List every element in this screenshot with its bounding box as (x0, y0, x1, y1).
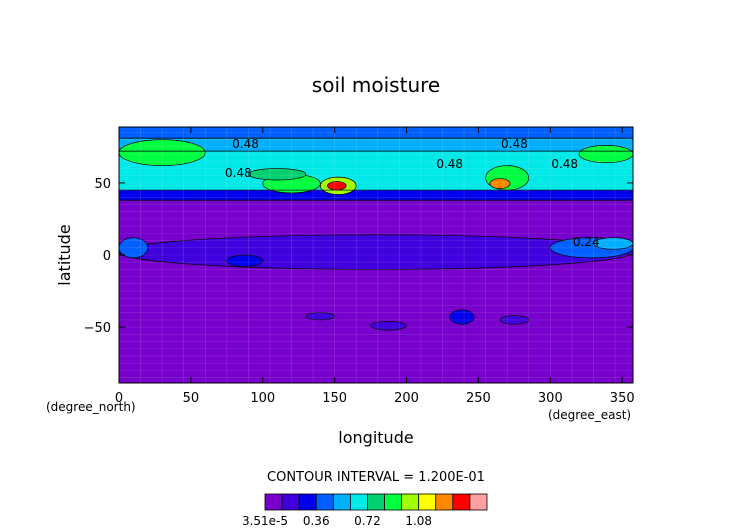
y-tick-label: 0 (103, 249, 111, 264)
colorbar-tick-label: 0.72 (354, 514, 381, 528)
x-axis-label: longitude (338, 428, 413, 447)
x-tick-label: 100 (250, 391, 275, 406)
patch-15 (370, 320, 407, 331)
patch-14 (305, 312, 336, 321)
colorbar-swatch-0 (264, 493, 283, 511)
plot-area (118, 127, 634, 383)
x-tick-label: 50 (183, 391, 200, 406)
x-tick-label: 250 (466, 391, 491, 406)
patch-16 (499, 315, 530, 325)
y-axis-label: latitude (55, 224, 74, 285)
patch-4 (226, 254, 264, 267)
x-tick-label: 300 (538, 391, 563, 406)
colorbar-swatch-7 (384, 493, 403, 511)
x-tick-label: 350 (610, 391, 635, 406)
x-tick-label: 200 (394, 391, 419, 406)
band-3 (119, 138, 633, 152)
contour-interval: CONTOUR INTERVAL = 1.200E-01 (267, 470, 485, 485)
colorbar-ticks: 3.51e-5 0.36 0.72 1.08 (242, 514, 432, 528)
colorbar (264, 493, 488, 511)
colorbar-swatch-9 (418, 493, 437, 511)
colorbar-tick-label: 0.36 (303, 514, 330, 528)
contour-label-4: 0.48 (551, 157, 578, 171)
colorbar-swatch-11 (452, 493, 471, 511)
contour-label-5: 0.24 (573, 235, 600, 249)
x-axis: 0 50 100 150 200 250 300 350 (115, 127, 635, 406)
y-units-label: (degree_north) (46, 400, 136, 414)
colorbar-swatch-5 (349, 493, 368, 511)
colorbar-swatch-8 (401, 493, 420, 511)
band-0 (119, 200, 633, 383)
colorbar-swatch-12 (469, 493, 488, 511)
y-axis: −50 0 50 (84, 177, 633, 336)
patch-13 (449, 309, 475, 325)
band-2 (119, 151, 633, 191)
chart-title: soil moisture (312, 73, 440, 97)
colorbar-swatch-1 (281, 493, 300, 511)
contour-label-1: 0.48 (225, 166, 252, 180)
colorbar-swatch-6 (367, 493, 385, 511)
colorbar-tick-label: 1.08 (405, 514, 432, 528)
colorbar-swatch-4 (332, 493, 351, 511)
y-tick-label: 50 (94, 177, 111, 192)
colorbar-swatch-2 (298, 493, 317, 511)
contour-label-2: 0.48 (436, 157, 463, 171)
plot-overlay: 0.48 0.48 0.48 0.48 0.48 0.24 (118, 127, 633, 383)
x-tick-label: 0 (115, 391, 123, 406)
colorbar-tick-label: 3.51e-5 (242, 514, 288, 528)
x-tick-label: 150 (322, 391, 347, 406)
x-units-label: (degree_east) (548, 408, 631, 422)
patch-9 (489, 178, 511, 190)
y-tick-label: −50 (84, 321, 111, 336)
contour-label-3: 0.48 (501, 137, 528, 151)
band-4 (119, 127, 633, 139)
band-1 (119, 190, 633, 201)
patch-12 (248, 168, 307, 181)
contour-label-0: 0.48 (232, 137, 259, 151)
colorbar-swatch-10 (435, 493, 454, 511)
colorbar-swatch-3 (315, 493, 334, 511)
